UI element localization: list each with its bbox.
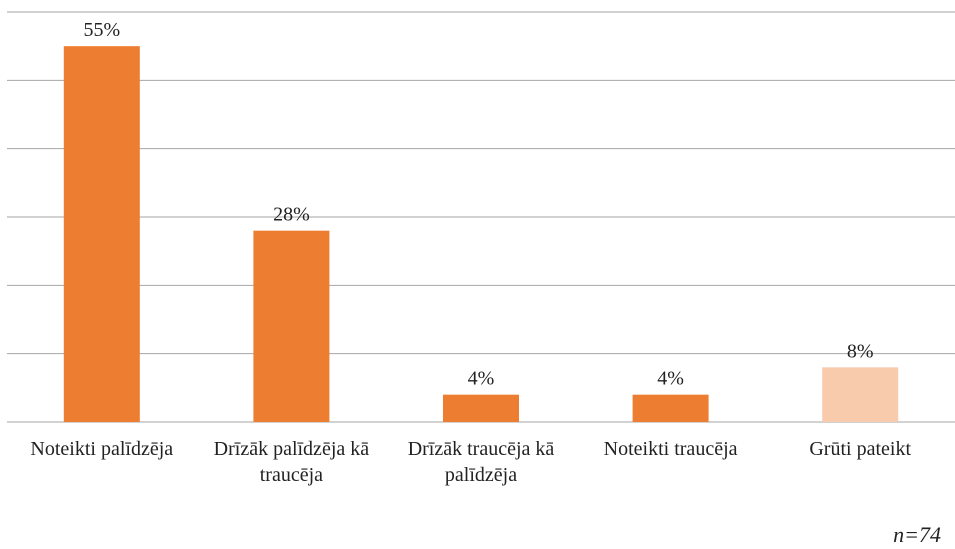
bar <box>822 367 899 422</box>
data-label: 4% <box>657 368 684 390</box>
annotation: n=74 <box>893 522 941 547</box>
bar <box>632 394 709 422</box>
x-tick-label: Grūti pateikt <box>809 438 911 460</box>
bar <box>443 394 519 422</box>
data-label: 55% <box>83 19 120 41</box>
data-label: 28% <box>273 204 310 226</box>
x-tick-label: Drīzāk traucēja kā palīdzēja <box>407 438 555 486</box>
x-tick-label: Noteikti traucēja <box>603 438 738 460</box>
bar <box>253 230 330 422</box>
data-label: 8% <box>847 340 874 362</box>
x-tick-label: Drīzāk palīdzēja kā traucēja <box>213 438 370 486</box>
x-tick-label: Noteikti palīdzēja <box>30 438 174 460</box>
bar <box>63 46 140 423</box>
data-label: 4% <box>468 368 495 390</box>
